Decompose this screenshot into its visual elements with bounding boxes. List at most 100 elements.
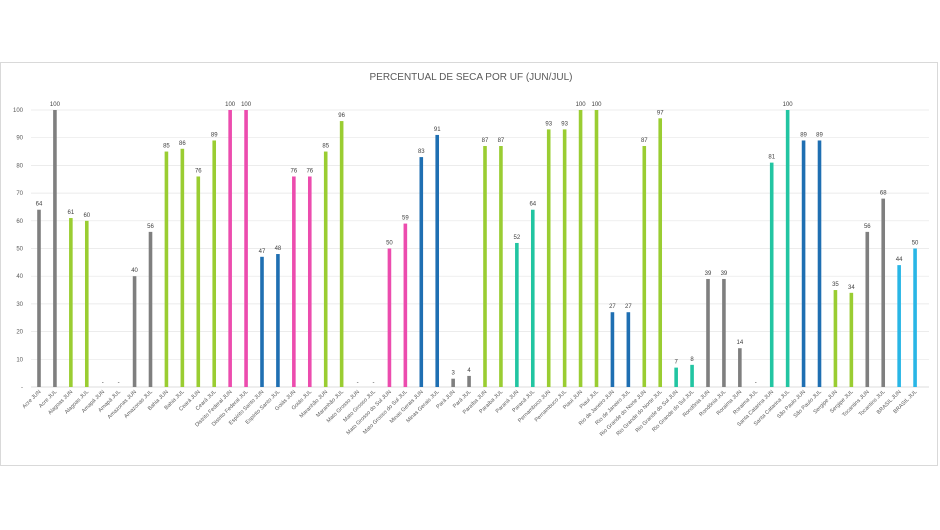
bar <box>801 140 806 387</box>
bar <box>674 367 678 387</box>
bar <box>276 254 280 387</box>
data-label: - <box>373 380 375 386</box>
bar <box>148 231 153 387</box>
data-label: - <box>357 380 359 386</box>
bar <box>913 248 917 387</box>
bar-chart: PERCENTUAL DE SECA POR UF (JUN/JUL) - 10 2… <box>13 72 929 438</box>
bar <box>578 110 583 387</box>
data-label: 50 <box>386 241 393 247</box>
data-label: 97 <box>657 110 664 116</box>
bar <box>515 242 519 387</box>
data-label: 100 <box>241 102 252 108</box>
data-label: 76 <box>291 168 298 174</box>
data-label: 89 <box>816 132 823 138</box>
chart-frame: PERCENTUAL DE SECA POR UF (JUN/JUL) - 10 2… <box>0 62 938 466</box>
bar <box>722 278 726 387</box>
data-label: 89 <box>800 132 807 138</box>
data-label: 39 <box>721 271 728 277</box>
bar <box>339 121 344 387</box>
data-label: 100 <box>591 102 602 108</box>
data-label: 47 <box>259 249 266 255</box>
bar <box>53 110 57 387</box>
data-label: 14 <box>737 340 744 346</box>
data-label: - <box>118 380 120 386</box>
data-label: 87 <box>498 138 505 144</box>
bar <box>769 162 774 387</box>
bar <box>37 209 41 387</box>
bar <box>546 129 551 387</box>
data-label: 39 <box>705 271 712 277</box>
y-axis-ticks: - 10 20 30 40 50 60 70 80 90 100 <box>13 108 24 391</box>
bar <box>69 218 73 387</box>
y-tick-label: - <box>21 385 23 391</box>
data-label: 93 <box>545 121 552 127</box>
bar <box>483 146 487 387</box>
bar <box>292 176 296 387</box>
data-label: 76 <box>306 168 313 174</box>
bar <box>626 312 631 387</box>
data-label: 85 <box>322 144 329 150</box>
data-label: 34 <box>848 285 855 291</box>
bar <box>785 110 790 387</box>
data-label: 100 <box>50 102 61 108</box>
bar <box>180 148 185 387</box>
data-label: 61 <box>68 210 75 216</box>
bar <box>403 223 408 387</box>
bar <box>562 129 567 387</box>
data-label: 87 <box>482 138 489 144</box>
bars <box>37 110 917 387</box>
data-label: 68 <box>880 191 887 197</box>
data-label: 7 <box>674 360 678 366</box>
data-label: 52 <box>514 235 521 241</box>
bar <box>212 140 217 387</box>
data-label: 35 <box>832 282 839 288</box>
data-label: 27 <box>609 304 616 310</box>
data-label: 40 <box>131 268 138 274</box>
bar <box>499 146 503 387</box>
data-label: 44 <box>896 257 903 263</box>
bar <box>642 146 647 387</box>
bar <box>849 292 854 387</box>
data-label: 100 <box>225 102 236 108</box>
bar <box>658 118 663 387</box>
y-tick-label: 10 <box>16 357 23 363</box>
data-label: 3 <box>451 371 455 377</box>
data-label: 64 <box>529 202 536 208</box>
bar <box>435 134 440 387</box>
data-label: 56 <box>864 224 871 230</box>
bar <box>164 151 169 387</box>
bar <box>260 256 264 387</box>
bar <box>132 276 137 387</box>
data-label: 59 <box>402 216 409 222</box>
y-tick-label: 80 <box>16 163 23 169</box>
data-label: 85 <box>163 144 170 150</box>
bar <box>530 209 535 387</box>
bar <box>84 220 89 387</box>
data-label: 81 <box>768 155 775 161</box>
data-label: 4 <box>467 368 471 374</box>
y-tick-label: 60 <box>16 219 23 225</box>
bar <box>323 151 328 387</box>
y-tick-label: 100 <box>13 108 24 114</box>
data-label: 76 <box>195 168 202 174</box>
bar <box>228 110 232 387</box>
data-label: 87 <box>641 138 648 144</box>
bar <box>244 110 248 387</box>
data-label: 50 <box>912 241 919 247</box>
bar <box>467 375 471 387</box>
data-label: 100 <box>783 102 794 108</box>
bar <box>881 198 886 387</box>
bar <box>307 176 312 387</box>
bar <box>897 265 901 387</box>
bar <box>706 278 710 387</box>
data-label: - <box>755 380 757 386</box>
data-label: 83 <box>418 149 425 155</box>
data-label: 96 <box>338 113 345 119</box>
data-label: 60 <box>83 213 90 219</box>
bar <box>387 248 392 387</box>
y-tick-label: 90 <box>16 136 23 142</box>
data-label: 56 <box>147 224 154 230</box>
bar <box>594 110 599 387</box>
